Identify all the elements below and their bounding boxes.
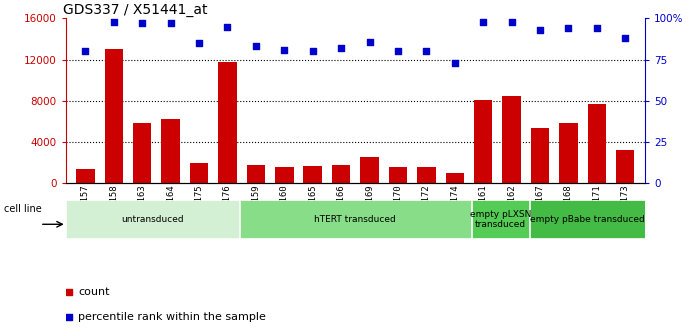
- Bar: [472, 200, 529, 238]
- Point: [421, 49, 432, 54]
- Bar: [360, 157, 379, 183]
- Point: [307, 49, 318, 54]
- Text: untransduced: untransduced: [121, 215, 184, 224]
- Point: [63, 289, 75, 294]
- Point: [364, 39, 375, 44]
- Point: [222, 24, 233, 30]
- Bar: [161, 119, 180, 183]
- Bar: [247, 165, 265, 183]
- Point: [477, 19, 489, 25]
- Bar: [530, 200, 644, 238]
- Bar: [133, 123, 152, 183]
- Point: [506, 19, 517, 25]
- Point: [449, 60, 460, 66]
- Bar: [588, 104, 606, 183]
- Bar: [446, 173, 464, 183]
- Bar: [332, 165, 351, 183]
- Point: [165, 21, 176, 26]
- Text: cell line: cell line: [3, 204, 41, 214]
- Bar: [417, 167, 435, 183]
- Point: [194, 40, 205, 46]
- Bar: [616, 150, 635, 183]
- Point: [620, 36, 631, 41]
- Point: [80, 49, 91, 54]
- Text: count: count: [78, 287, 110, 296]
- Point: [250, 44, 262, 49]
- Text: empty pBabe transduced: empty pBabe transduced: [530, 215, 644, 224]
- Bar: [66, 200, 239, 238]
- Text: hTERT transduced: hTERT transduced: [315, 215, 396, 224]
- Text: empty pLXSN
transduced: empty pLXSN transduced: [470, 210, 531, 229]
- Bar: [240, 200, 471, 238]
- Point: [108, 19, 119, 25]
- Text: GDS337 / X51441_at: GDS337 / X51441_at: [63, 3, 207, 17]
- Point: [63, 314, 75, 319]
- Point: [279, 47, 290, 52]
- Bar: [304, 166, 322, 183]
- Bar: [218, 62, 237, 183]
- Bar: [190, 163, 208, 183]
- Point: [335, 45, 346, 51]
- Point: [535, 27, 546, 33]
- Bar: [105, 49, 123, 183]
- Point: [393, 49, 404, 54]
- Point: [563, 26, 574, 31]
- Bar: [474, 100, 493, 183]
- Bar: [531, 128, 549, 183]
- Bar: [275, 167, 293, 183]
- Point: [591, 26, 602, 31]
- Bar: [502, 96, 521, 183]
- Bar: [559, 123, 578, 183]
- Bar: [76, 169, 95, 183]
- Point: [137, 21, 148, 26]
- Text: percentile rank within the sample: percentile rank within the sample: [78, 312, 266, 322]
- Bar: [388, 167, 407, 183]
